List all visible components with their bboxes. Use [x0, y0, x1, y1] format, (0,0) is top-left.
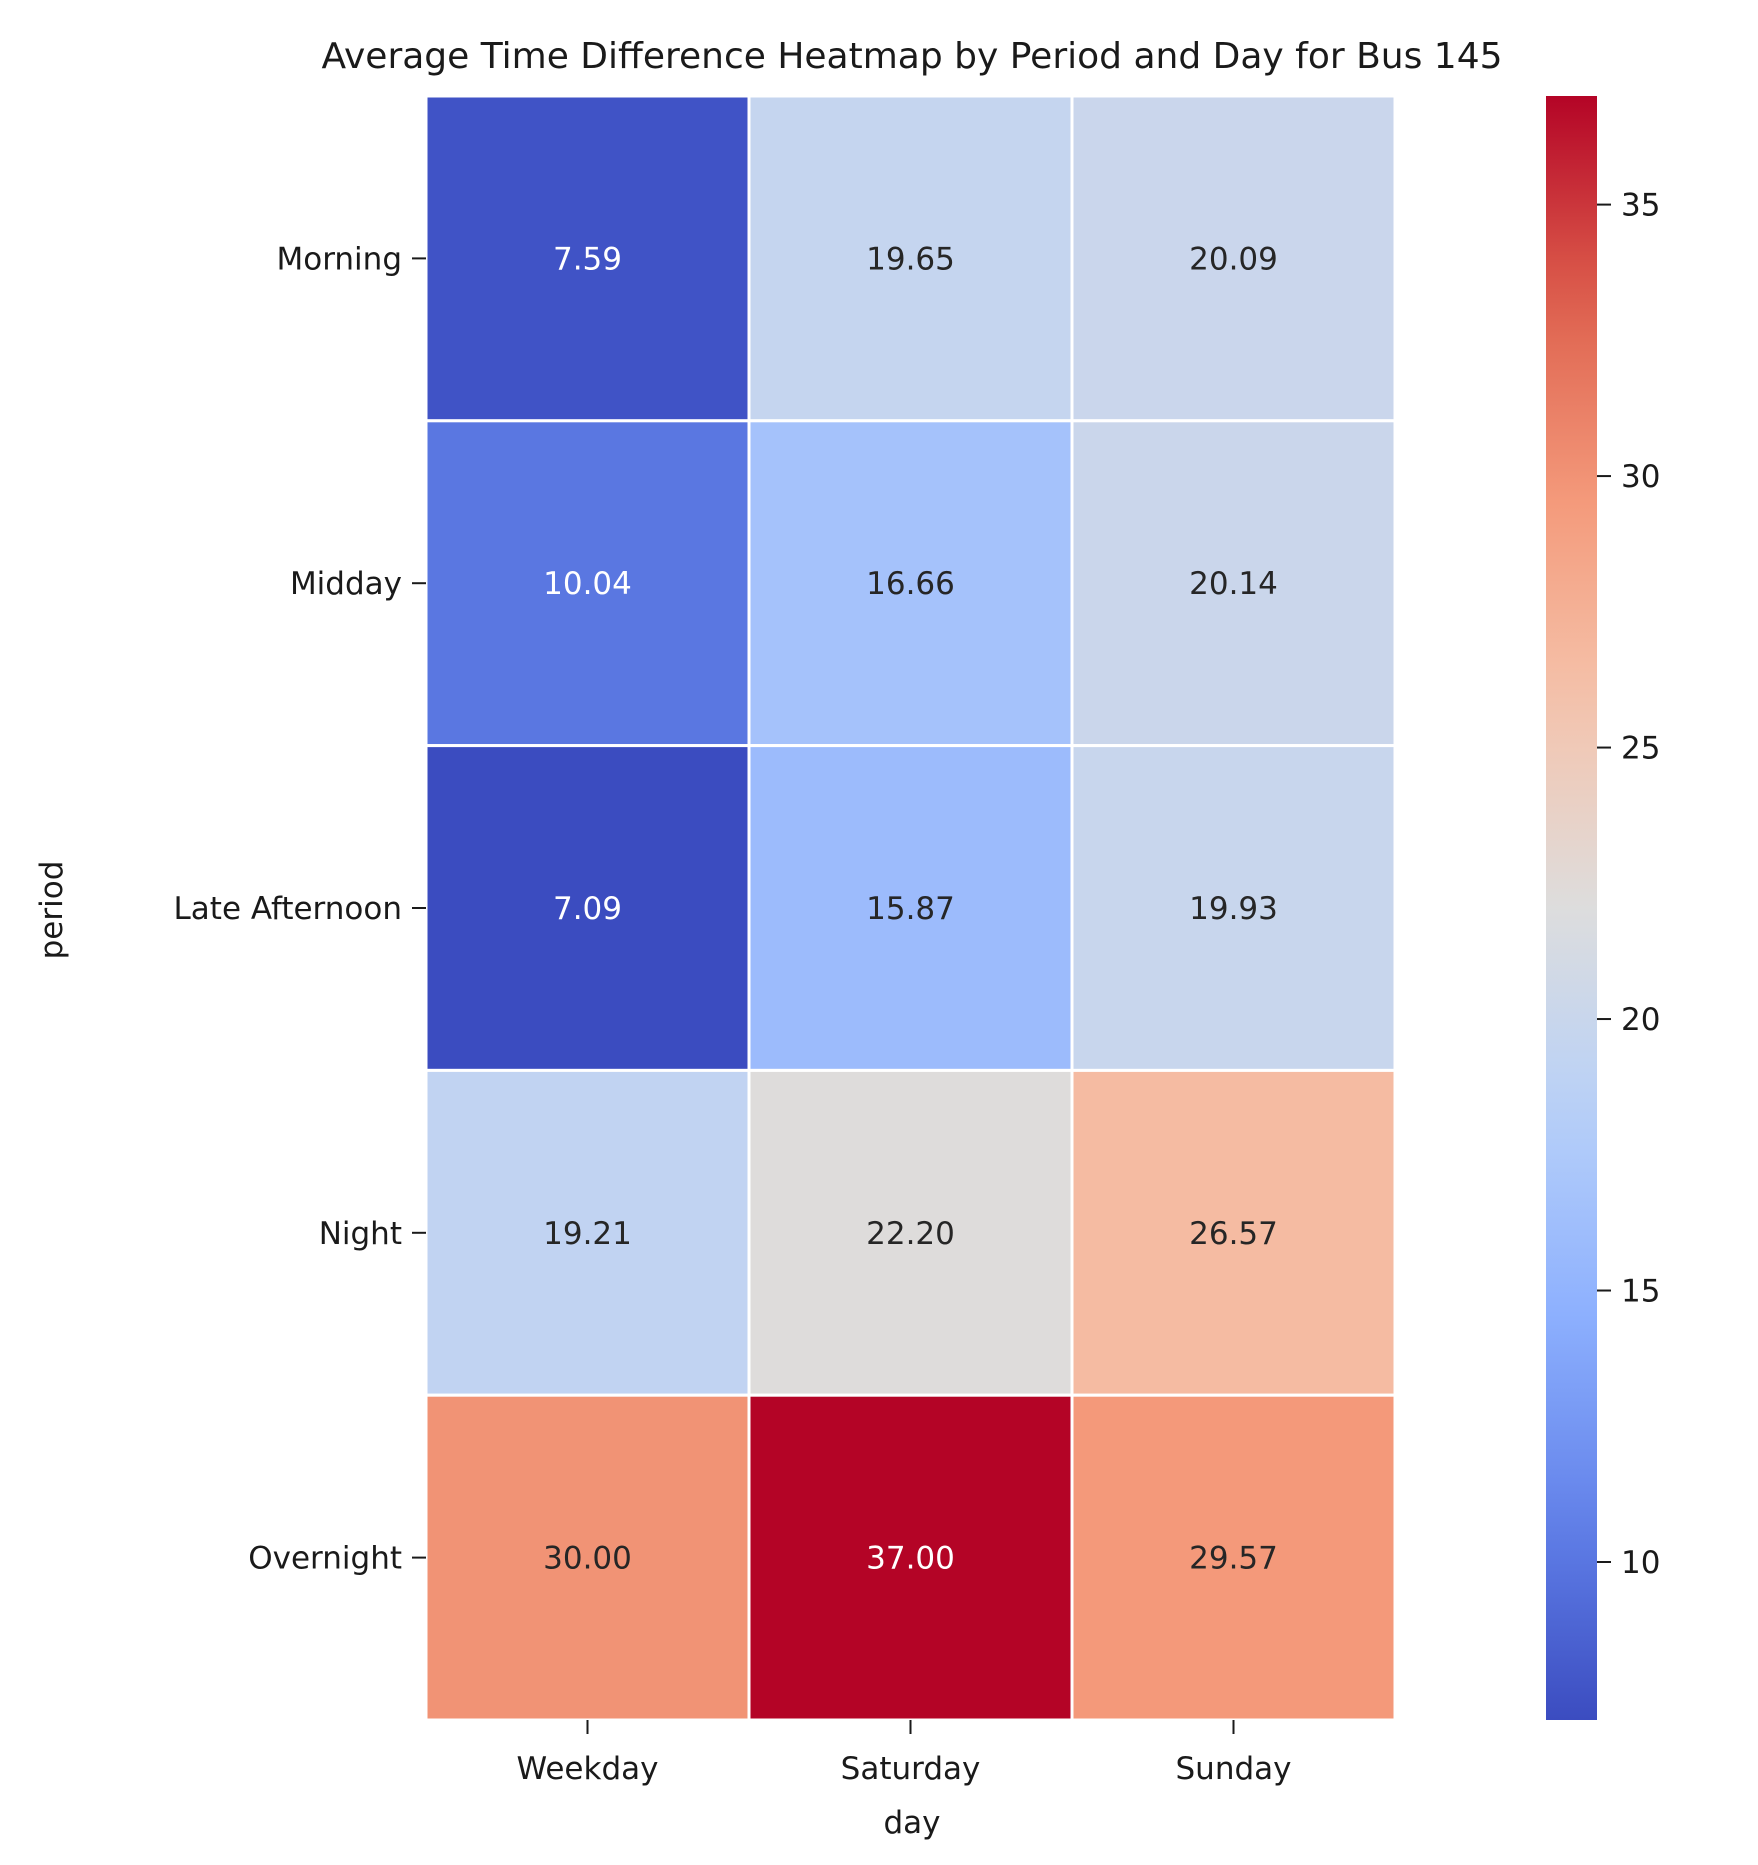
colorbar-tick-label: 35 [1621, 188, 1660, 224]
cell-value-label: 22.20 [866, 1216, 955, 1252]
heatmap-cell [424, 1068, 751, 1397]
y-tick-label: Morning [277, 241, 403, 277]
cell-value-label: 7.59 [553, 241, 622, 277]
heatmap-cell [747, 744, 1074, 1072]
heatmap-cell [747, 1393, 1074, 1722]
cell-value-label: 19.93 [1189, 891, 1278, 927]
y-tick-label: Midday [290, 566, 402, 602]
heatmap-cell [424, 1393, 751, 1722]
colorbar-tick-label: 20 [1621, 1002, 1660, 1038]
cell-value-label: 37.00 [866, 1541, 955, 1577]
colorbar: 10 15 20 25 30 35 [1546, 96, 1660, 1720]
heatmap-cell [1070, 94, 1397, 423]
heatmap-cell [747, 419, 1074, 748]
heatmap-cell [424, 419, 751, 748]
colorbar-gradient [1546, 96, 1597, 1720]
colorbar-tick-label: 25 [1621, 731, 1660, 767]
x-axis: Weekday Saturday Sunday [517, 1720, 1292, 1787]
cell-value-label: 7.09 [553, 891, 622, 927]
cell-value-label: 19.65 [866, 241, 955, 277]
heatmap-cell [424, 94, 751, 423]
cell-value-label: 16.66 [866, 566, 955, 602]
x-tick-label: Weekday [517, 1751, 659, 1787]
colorbar-tick-label: 10 [1621, 1545, 1660, 1581]
colorbar-tick-label: 30 [1621, 459, 1660, 495]
cell-value-label: 20.09 [1189, 241, 1278, 277]
cell-value-label: 30.00 [543, 1541, 632, 1577]
y-tick-label: Night [319, 1216, 402, 1252]
heatmap-cells: 7.59 19.65 20.09 10.04 16.66 20.14 7.09 15.87 19… [424, 94, 1397, 1722]
x-tick-label: Sunday [1176, 1751, 1292, 1787]
cell-value-label: 29.57 [1189, 1541, 1278, 1577]
y-tick-label: Overnight [248, 1541, 402, 1577]
cell-value-label: 10.04 [543, 566, 632, 602]
y-tick-label: Late Afternoon [174, 891, 402, 927]
cell-value-label: 20.14 [1189, 566, 1278, 602]
heatmap-cell [747, 94, 1074, 423]
heatmap-cell [1070, 1068, 1397, 1397]
x-axis-label: day [883, 1805, 940, 1841]
chart-title: Average Time Difference Heatmap by Perio… [321, 36, 1502, 77]
heatmap-cell [1070, 1393, 1397, 1722]
x-tick-label: Saturday [841, 1751, 981, 1787]
cell-value-label: 19.21 [543, 1216, 632, 1252]
y-axis-label: period [34, 861, 70, 960]
y-axis: Morning Midday Late Afternoon Night Overnigh… [174, 241, 426, 1577]
heatmap-cell [1070, 419, 1397, 748]
cell-value-label: 15.87 [866, 891, 955, 927]
colorbar-tick-label: 15 [1621, 1274, 1660, 1310]
cell-value-label: 26.57 [1189, 1216, 1278, 1252]
